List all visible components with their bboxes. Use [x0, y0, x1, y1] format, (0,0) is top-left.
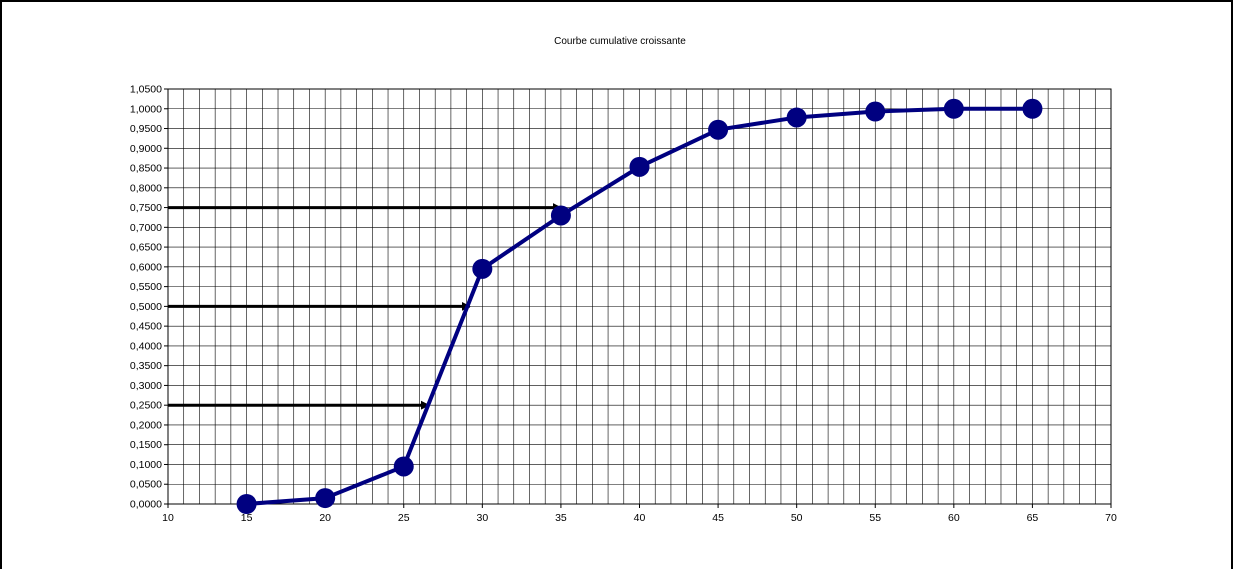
x-tick-label: 35 — [555, 512, 567, 524]
y-tick-label: 0,6000 — [130, 261, 162, 273]
y-tick-label: 0,0500 — [130, 479, 162, 491]
data-point — [943, 98, 964, 119]
y-tick-label: 0,9000 — [130, 143, 162, 155]
y-tick-label: 0,1500 — [130, 439, 162, 451]
x-tick-label: 55 — [869, 512, 881, 524]
data-point — [708, 119, 729, 140]
y-tick-label: 0,2000 — [130, 419, 162, 431]
data-point — [472, 258, 493, 279]
x-tick-label: 10 — [162, 512, 174, 524]
y-tick-label: 0,3500 — [130, 360, 162, 372]
y-tick-label: 1,0000 — [130, 103, 162, 115]
y-tick-label: 0,3000 — [130, 380, 162, 392]
y-tick-label: 0,5000 — [130, 301, 162, 313]
y-tick-label: 0,4500 — [130, 321, 162, 333]
y-tick-label: 0,8000 — [130, 182, 162, 194]
x-tick-label: 45 — [712, 512, 724, 524]
x-tick-label: 25 — [398, 512, 410, 524]
x-tick-label: 40 — [634, 512, 646, 524]
series-layer — [236, 98, 1043, 514]
data-point — [629, 156, 650, 177]
y-axis-ticks: 0,0000 0,0500 0,1000 0,1500 0,2000 0,2500 0,30… — [130, 84, 168, 511]
x-tick-label: 20 — [319, 512, 331, 524]
y-tick-label: 0,6500 — [130, 242, 162, 254]
y-tick-label: 1,0500 — [130, 84, 162, 96]
y-tick-label: 0,5500 — [130, 281, 162, 293]
data-point — [315, 488, 336, 509]
data-point — [550, 205, 571, 226]
x-tick-label: 65 — [1027, 512, 1039, 524]
y-tick-label: 0,8500 — [130, 163, 162, 175]
x-tick-label: 50 — [791, 512, 803, 524]
y-tick-label: 0,1000 — [130, 459, 162, 471]
chart-title: Courbe cumulative croissante — [554, 36, 686, 47]
y-tick-label: 0,7000 — [130, 222, 162, 234]
data-point — [1022, 98, 1043, 119]
x-tick-label: 60 — [948, 512, 960, 524]
data-point — [236, 494, 257, 514]
y-tick-label: 0,9500 — [130, 123, 162, 135]
x-tick-label: 70 — [1105, 512, 1117, 524]
data-point — [786, 107, 807, 128]
plot-grid — [167, 88, 1112, 505]
x-axis-ticks: 10 15 20 25 30 35 40 45 50 55 60 65 70 — [162, 504, 1117, 524]
annotation-arrows — [168, 203, 562, 410]
y-tick-label: 0,0000 — [130, 499, 162, 511]
x-tick-label: 30 — [476, 512, 488, 524]
y-tick-label: 0,2500 — [130, 400, 162, 412]
x-tick-label: 15 — [241, 512, 253, 524]
data-point — [393, 456, 414, 477]
y-tick-label: 0,7500 — [130, 202, 162, 214]
data-point — [865, 101, 886, 122]
y-tick-label: 0,4000 — [130, 340, 162, 352]
